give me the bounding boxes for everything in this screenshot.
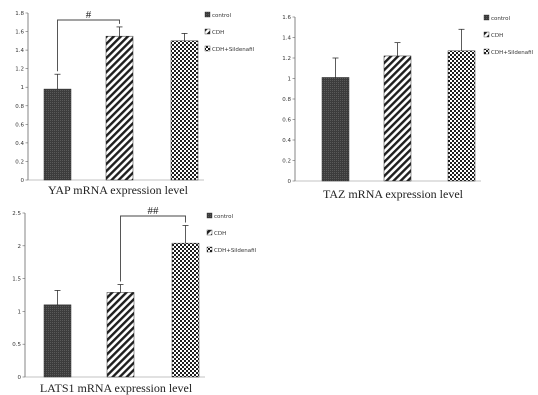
y-tick-label: 2.5: [12, 211, 21, 217]
legend-label-sildenafil: CDH+Sildenafil: [491, 50, 534, 56]
legend-item-control: control: [206, 212, 234, 220]
y-tick-label: 0.8: [282, 97, 291, 103]
y-tick-label: 1: [21, 85, 25, 91]
legend-label-control: control: [491, 16, 511, 22]
legend-label-control: control: [214, 214, 234, 220]
legend-item-control: control: [483, 14, 511, 22]
legend-swatch-sildenafil: [204, 45, 211, 52]
legend-label-sildenafil: CDH+Sildenafil: [214, 248, 257, 254]
y-tick-label: 1.6: [15, 30, 24, 36]
bar-control: [43, 88, 72, 181]
legend-label-cdh: CDH: [214, 231, 226, 237]
legend-item-sildenafil: CDH+Sildenafil: [204, 45, 255, 53]
chart-title-yap: YAP mRNA expression level: [48, 183, 189, 197]
y-tick-label: 1.8: [15, 11, 24, 17]
legend-label-sildenafil: CDH+Sildenafil: [212, 47, 255, 53]
legend-lats1: control CDH CDH+Sildenafil: [206, 212, 257, 254]
bar-cdh: [383, 55, 412, 182]
legend-swatch-sildenafil: [206, 246, 213, 253]
chart-panel-taz: 0 0.2 0.4 0.6 0.8 1 1.2 1.4 1.6 control CDH CDH+Si…: [282, 14, 534, 201]
legend-item-sildenafil: CDH+Sildenafil: [483, 48, 534, 56]
y-tick-label: 1.5: [12, 277, 21, 283]
legend-item-sildenafil: CDH+Sildenafil: [206, 246, 257, 254]
bar-control: [43, 304, 72, 378]
legend-item-control: control: [204, 11, 232, 19]
legend-taz: control CDH CDH+Sildenafil: [483, 14, 534, 56]
significance-label-lats1: ##: [148, 205, 160, 217]
y-tick-label: 1.6: [282, 15, 291, 21]
significance-lats1: ##: [120, 205, 186, 282]
y-tick-label: 0.2: [282, 159, 291, 165]
y-tick-label: 1.2: [15, 67, 24, 73]
y-tick-label: 0.4: [15, 141, 24, 147]
legend-label-cdh: CDH: [212, 30, 224, 36]
legend-swatch-control: [204, 11, 211, 18]
legend-swatch-cdh: [483, 31, 490, 38]
bars-taz: [321, 50, 476, 182]
significance-bracket-lats1: [120, 215, 186, 282]
y-tick-label: 0: [18, 375, 22, 381]
bar-cdh: [105, 35, 134, 181]
legend-swatch-sildenafil: [483, 48, 490, 55]
y-tick-label: 1.4: [282, 36, 291, 42]
error-bars-taz: [332, 28, 465, 78]
bars-yap: [43, 35, 199, 181]
y-tick-label: 1.4: [15, 48, 24, 54]
legend-swatch-control: [206, 212, 213, 219]
significance-bracket-yap: [57, 19, 120, 72]
legend-swatch-cdh: [204, 28, 211, 35]
bar-sildenafil: [447, 50, 476, 182]
bars-lats1: [43, 242, 200, 378]
y-tick-label: 2: [18, 244, 22, 250]
chart-title-taz: TAZ mRNA expression level: [323, 187, 464, 201]
legend-yap: control CDH CDH+Sildenafil: [204, 11, 255, 53]
legend-swatch-cdh: [206, 229, 213, 236]
y-tick-label: 1.2: [282, 56, 291, 62]
chart-panel-lats1: 0 0.5 1 1.5 2 2.5 ## control CDH CDH+Sildenafil…: [12, 205, 256, 395]
y-tick-label: 1: [288, 77, 292, 83]
legend-item-cdh: CDH: [204, 28, 224, 36]
chart-title-lats1: LATS1 mRNA expression level: [40, 381, 193, 395]
legend-item-cdh: CDH: [206, 229, 226, 237]
bar-control: [321, 77, 350, 182]
error-bars-yap: [54, 26, 188, 90]
y-tick-label: 0: [21, 178, 25, 184]
y-tick-label: 0: [288, 179, 292, 185]
significance-yap: #: [57, 9, 120, 72]
y-tick-label: 0.8: [15, 104, 24, 110]
bar-sildenafil: [171, 242, 200, 378]
y-tick-label: 0.4: [282, 138, 291, 144]
legend-label-control: control: [212, 13, 232, 19]
y-tick-label: 0.6: [15, 122, 24, 128]
legend-item-cdh: CDH: [483, 31, 503, 39]
y-tick-label: 1: [18, 309, 22, 315]
significance-label-yap: #: [86, 9, 92, 21]
y-tick-label: 0.6: [282, 118, 291, 124]
bar-cdh: [106, 292, 135, 378]
legend-swatch-control: [483, 14, 490, 21]
y-tick-label: 0.5: [12, 342, 21, 348]
chart-panel-yap: 0 0.2 0.4 0.6 0.8 1 1.2 1.4 1.6 1.8 # control CDH C…: [15, 9, 254, 197]
error-bars-lats1: [54, 225, 189, 305]
bar-sildenafil: [170, 40, 199, 181]
legend-label-cdh: CDH: [491, 33, 503, 39]
y-tick-label: 0.2: [15, 159, 24, 165]
